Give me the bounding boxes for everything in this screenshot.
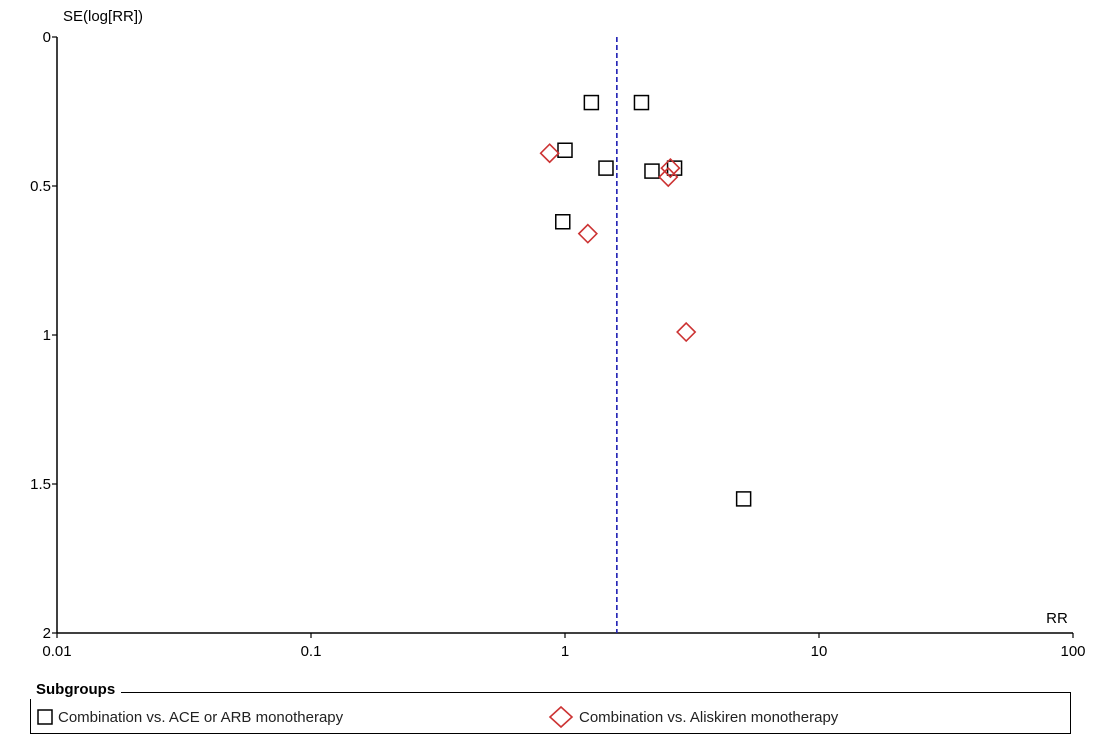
x-tick-label: 1 <box>561 643 569 660</box>
y-tick-label: 1 <box>43 327 51 344</box>
square-point <box>555 214 571 230</box>
x-tick-label: 10 <box>811 643 828 660</box>
legend-box <box>30 692 1071 734</box>
square-marker-icon <box>37 709 53 725</box>
legend-title: Subgroups <box>30 681 122 699</box>
legend-label-ace-arb: Combination vs. ACE or ARB monotherapy <box>58 708 344 726</box>
square-point <box>583 94 600 111</box>
funnel-plot: 0 0.5 1 1.5 20.01 0.1 1 10 100 SE(log[RR]) RR <box>30 8 1085 660</box>
axes: 0 0.5 1 1.5 20.01 0.1 1 10 100 <box>30 29 1085 660</box>
square-point <box>598 160 614 176</box>
diamond-point <box>658 166 679 188</box>
square-point <box>633 94 650 111</box>
y-axis-title: SE(log[RR]) <box>63 8 143 25</box>
y-tick-label: 1.5 <box>30 476 51 493</box>
diamond-point <box>539 143 560 164</box>
square-point <box>557 142 573 158</box>
data-points <box>539 94 752 507</box>
x-tick-label: 0.01 <box>42 643 71 660</box>
y-tick-label: 0 <box>43 29 51 46</box>
legend-item-ace-arb: Combination vs. ACE or ARB monotherapy <box>36 706 343 728</box>
x-axis-title: RR <box>1046 610 1068 627</box>
legend-item-aliskiren: Combination vs. Aliskiren monotherapy <box>547 705 839 729</box>
y-tick-label: 2 <box>43 625 51 642</box>
diamond-point <box>660 157 681 179</box>
y-tick-label: 0.5 <box>30 178 51 195</box>
diamond-point <box>577 223 598 244</box>
diamond-marker-icon <box>548 705 574 729</box>
diamond-point <box>676 321 697 343</box>
legend-label-aliskiren: Combination vs. Aliskiren monotherapy <box>579 708 839 726</box>
square-point <box>644 163 660 179</box>
x-tick-label: 0.1 <box>301 643 322 660</box>
square-point <box>735 491 752 507</box>
x-tick-label: 100 <box>1060 643 1085 660</box>
